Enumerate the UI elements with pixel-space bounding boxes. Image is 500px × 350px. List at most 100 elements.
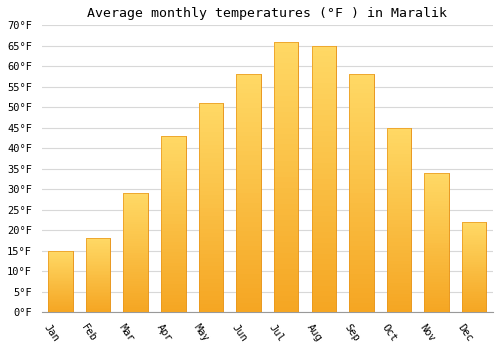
Bar [312,46,336,312]
Bar [86,261,110,262]
Bar [462,307,486,309]
Bar [274,247,298,253]
Bar [312,286,336,291]
Bar [424,181,449,184]
Bar [424,212,449,215]
Bar [462,264,486,265]
Bar [236,284,261,288]
Bar [312,147,336,152]
Bar [349,288,374,293]
Bar [161,136,186,312]
Bar [274,274,298,280]
Bar [349,260,374,265]
Bar [198,212,223,216]
Bar [48,306,72,307]
Bar [198,174,223,179]
Bar [462,271,486,273]
Bar [462,285,486,287]
Bar [462,310,486,312]
Bar [86,309,110,311]
Bar [86,280,110,281]
Bar [312,83,336,89]
Bar [124,293,148,296]
Bar [124,205,148,208]
Bar [161,203,186,206]
Bar [124,222,148,224]
Bar [274,220,298,226]
Bar [161,196,186,200]
Bar [274,182,298,188]
Bar [48,300,72,301]
Bar [462,273,486,274]
Bar [274,42,298,312]
Bar [86,246,110,247]
Bar [462,287,486,289]
Bar [462,294,486,296]
Bar [349,284,374,288]
Bar [198,136,223,141]
Bar [48,272,72,273]
Bar [424,173,449,312]
Bar [124,239,148,241]
Bar [274,264,298,269]
Bar [124,243,148,246]
Bar [236,246,261,250]
Bar [124,248,148,250]
Bar [236,112,261,117]
Bar [86,249,110,250]
Bar [124,246,148,248]
Bar [236,241,261,246]
Bar [349,112,374,117]
Bar [236,103,261,108]
Bar [236,132,261,136]
Bar [198,262,223,266]
Bar [86,238,110,240]
Bar [124,229,148,231]
Bar [124,272,148,274]
Bar [48,251,72,312]
Bar [349,255,374,260]
Bar [387,264,411,268]
Bar [312,174,336,179]
Bar [349,146,374,150]
Bar [424,304,449,307]
Bar [424,223,449,226]
Bar [349,155,374,160]
Bar [424,187,449,190]
Bar [424,243,449,245]
Bar [349,108,374,112]
Bar [462,284,486,285]
Bar [161,235,186,238]
Bar [198,124,223,128]
Bar [387,272,411,275]
Bar [86,274,110,275]
Bar [274,63,298,69]
Bar [198,149,223,153]
Bar [349,231,374,236]
Bar [462,249,486,251]
Bar [236,75,261,312]
Bar [424,273,449,276]
Bar [424,217,449,220]
Bar [86,292,110,293]
Bar [48,286,72,288]
Bar [387,161,411,164]
Bar [312,110,336,115]
Bar [161,291,186,295]
Bar [387,261,411,264]
Bar [124,291,148,293]
Bar [124,193,148,312]
Bar [387,286,411,290]
Bar [462,303,486,305]
Bar [312,184,336,190]
Bar [48,296,72,297]
Bar [236,127,261,132]
Bar [48,262,72,263]
Bar [124,260,148,262]
Bar [274,209,298,215]
Bar [86,283,110,284]
Bar [124,234,148,236]
Bar [387,146,411,150]
Bar [312,222,336,227]
Bar [312,259,336,264]
